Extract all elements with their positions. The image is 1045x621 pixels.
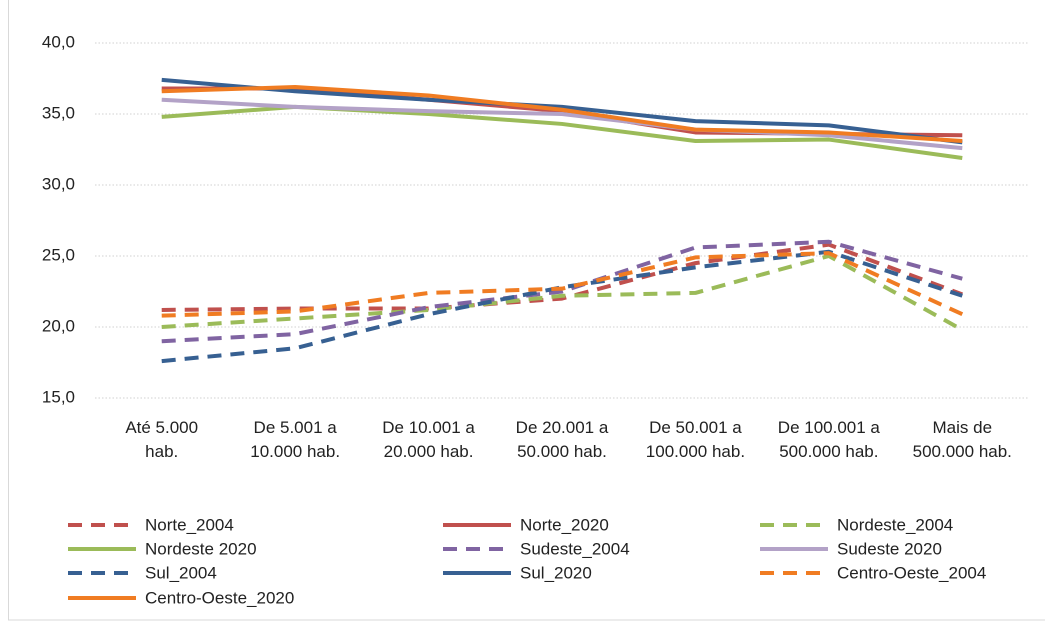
- legend-label: Centro-Oeste_2020: [145, 588, 294, 607]
- y-tick-label: 30,0: [42, 174, 75, 193]
- x-tick-label: De 100.001 a 500.000 hab.: [777, 418, 880, 461]
- legend-label: Norte_2020: [520, 515, 609, 534]
- legend-label: Sudeste_2004: [520, 539, 630, 558]
- series-line: [161, 239, 963, 344]
- legend-label: Nordeste 2020: [145, 539, 257, 558]
- series-line: [161, 77, 963, 145]
- series-line: [161, 242, 963, 312]
- x-tick-label: De 50.001 a 100.000 hab.: [645, 418, 746, 461]
- legend-label: Nordeste_2004: [837, 515, 953, 534]
- x-tick-label: Mais de 500.000 hab.: [912, 418, 1012, 461]
- legend-label: Sudeste 2020: [837, 539, 942, 558]
- x-tick-label: Até 5.000 hab.: [125, 418, 199, 461]
- y-tick-label: 35,0: [42, 103, 75, 122]
- series-line: [161, 97, 963, 151]
- y-tick-label: 25,0: [42, 245, 75, 264]
- chart-border: [8, 0, 1045, 621]
- series-line: [161, 249, 963, 364]
- x-tick-label: De 10.001 a 20.000 hab.: [382, 418, 475, 461]
- series-line: [161, 85, 963, 143]
- legend-label: Sul_2004: [145, 563, 217, 582]
- legend-label: Sul_2020: [520, 563, 592, 582]
- series-line: [161, 254, 964, 332]
- legend-label: Norte_2004: [145, 515, 234, 534]
- series-line: [161, 251, 964, 318]
- y-tick-label: 20,0: [42, 316, 75, 335]
- x-tick-label: De 20.001 a 50.000 hab.: [515, 418, 609, 461]
- x-tick-label: De 5.001 a 10.000 hab.: [250, 418, 341, 461]
- y-tick-label: 15,0: [42, 387, 75, 406]
- y-tick-label: 40,0: [42, 32, 75, 51]
- legend-label: Centro-Oeste_2004: [837, 563, 986, 582]
